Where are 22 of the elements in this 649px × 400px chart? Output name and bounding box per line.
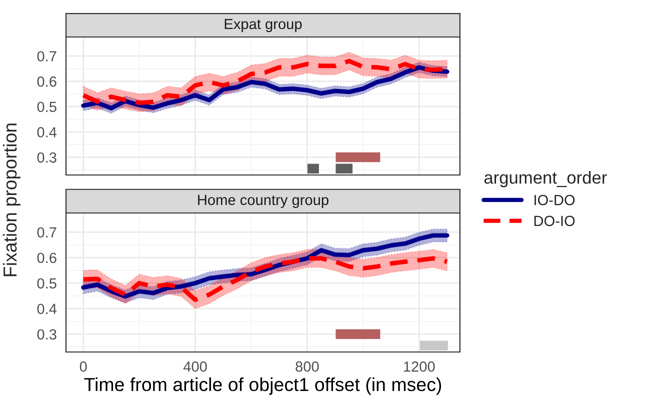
x-tick-label: 800 bbox=[296, 361, 319, 372]
chart-title: Home country group bbox=[198, 194, 328, 208]
x-axis-title: Time from article of object1 offset (in msec) bbox=[84, 377, 442, 395]
y-tick-label: 0.3 bbox=[37, 152, 56, 163]
y-tick-label: 0.6 bbox=[37, 252, 56, 264]
y-tick-label: 0.6 bbox=[37, 76, 56, 87]
x-tick-label: 0 bbox=[80, 361, 87, 372]
y-tick-label: 0.7 bbox=[37, 227, 56, 238]
x-tick-label: 400 bbox=[183, 361, 207, 372]
y-tick-label: 0.7 bbox=[37, 51, 56, 62]
y-tick-label: 0.3 bbox=[37, 329, 56, 340]
legend-label: DO-IO bbox=[534, 216, 575, 226]
x-tick-label: 1200 bbox=[404, 361, 435, 372]
legend-label: IO-DO bbox=[534, 194, 575, 206]
line-series bbox=[81, 256, 450, 302]
y-tick-label: 0.5 bbox=[37, 278, 56, 289]
legend-title: argument_order bbox=[484, 171, 607, 188]
y-tick-label: 0.4 bbox=[37, 304, 57, 314]
y-axis-title: Fixation proportion bbox=[2, 124, 20, 276]
chart-title: Expat group bbox=[224, 19, 302, 32]
y-tick-label: 0.4 bbox=[37, 127, 57, 138]
y-tick-label: 0.5 bbox=[37, 102, 56, 112]
